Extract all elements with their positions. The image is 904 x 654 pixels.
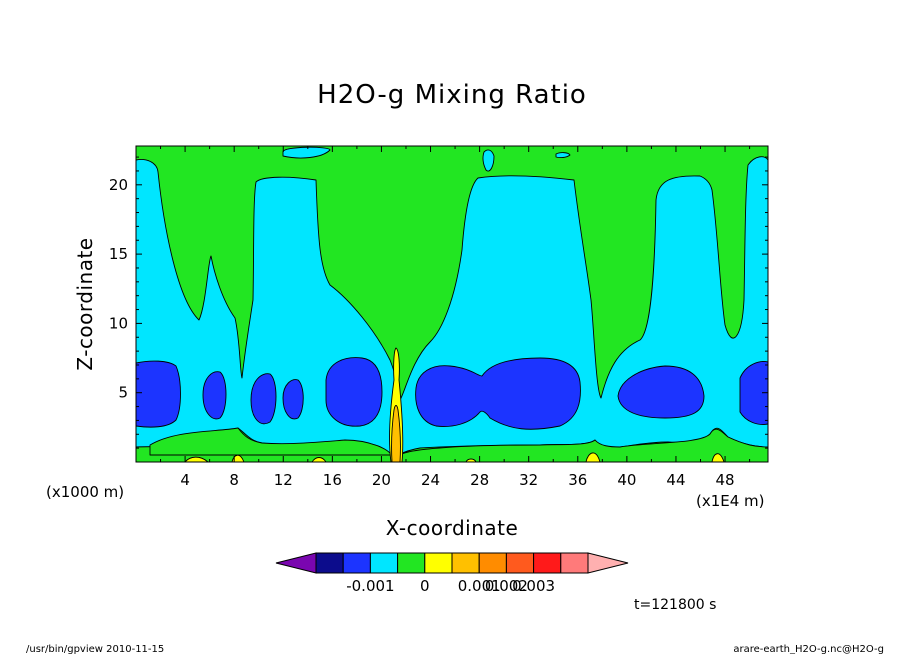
colorbar-label: 0.003 <box>512 577 555 595</box>
colorbar-cell <box>560 552 589 574</box>
x-tick-label: 36 <box>568 471 587 489</box>
contour-blue-4 <box>282 379 304 420</box>
colorbar-cell <box>505 552 535 574</box>
contour-cyan-top-patch <box>282 146 331 159</box>
x-tick-label: 12 <box>274 471 293 489</box>
contour-orange-column <box>391 405 401 462</box>
x-tick-label: 44 <box>666 471 685 489</box>
y-tick-label: 10 <box>109 314 128 332</box>
x-tick-label: 28 <box>470 471 489 489</box>
colorbar-cell <box>397 552 426 574</box>
contour-blue-5 <box>325 357 383 427</box>
y-tick-label: 15 <box>109 245 128 263</box>
timestamp-label: t=121800 s <box>634 597 716 613</box>
x-tick-label: 4 <box>180 471 190 489</box>
colorbar-high-arrow <box>587 552 629 574</box>
footer-left: /usr/bin/gpview 2010-11-15 <box>26 644 164 654</box>
y-axis-ticks: 5 10 15 20 <box>109 156 768 449</box>
x-unit-left: (x1000 m) <box>46 483 124 501</box>
colorbar-label: -0.001 <box>346 577 394 595</box>
x-tick-label: 20 <box>372 471 391 489</box>
x-tick-label: 16 <box>323 471 342 489</box>
x-axis-label: X-coordinate <box>386 516 519 540</box>
colorbar-cell <box>478 552 507 574</box>
x-tick-label: 24 <box>421 471 440 489</box>
y-axis-label: Z-coordinate <box>73 237 97 370</box>
colorbar-cell <box>451 552 480 574</box>
y-tick-label: 5 <box>118 384 128 402</box>
plot-frame <box>135 145 769 463</box>
contour-blue-1 <box>136 360 181 428</box>
colorbar-cell <box>533 552 562 574</box>
contour-blue-3 <box>250 373 277 425</box>
contour-cyan-top-tongue <box>482 149 495 172</box>
plot-area <box>135 145 769 463</box>
x-axis-ticks: 4 8 12 16 20 24 28 32 36 40 44 48 <box>160 146 751 489</box>
colorbar-cell <box>342 552 371 574</box>
colorbar-cell <box>424 552 453 574</box>
colorbar-cell <box>315 552 344 574</box>
x-tick-label: 40 <box>617 471 636 489</box>
colorbar-label: 0.002 <box>485 577 528 595</box>
y-tick-label: 20 <box>109 176 128 194</box>
colorbar-cell <box>369 552 399 574</box>
contour-green-bottom-left <box>149 427 392 456</box>
contour-cyan-top-fleck <box>555 152 571 159</box>
contour-blue-2 <box>202 371 227 420</box>
contour-fill-group <box>136 146 768 462</box>
x-unit-right: (x1E4 m) <box>696 492 765 510</box>
colorbar-label: 0 <box>420 577 430 595</box>
contour-green-bottom-right <box>399 428 768 462</box>
contour-blue-7 <box>617 365 705 419</box>
x-tick-label: 32 <box>519 471 538 489</box>
contour-blue-8 <box>739 361 768 425</box>
colorbar-label: 0.001 <box>458 577 501 595</box>
footer-right: arare-earth_H2O-g.nc@H2O-g <box>733 644 884 654</box>
contour-blue-6 <box>415 357 581 430</box>
x-tick-label: 8 <box>229 471 239 489</box>
colorbar-low-arrow <box>275 552 317 574</box>
chart-title: H2O-g Mixing Ratio <box>317 80 587 110</box>
x-tick-label: 48 <box>716 471 735 489</box>
